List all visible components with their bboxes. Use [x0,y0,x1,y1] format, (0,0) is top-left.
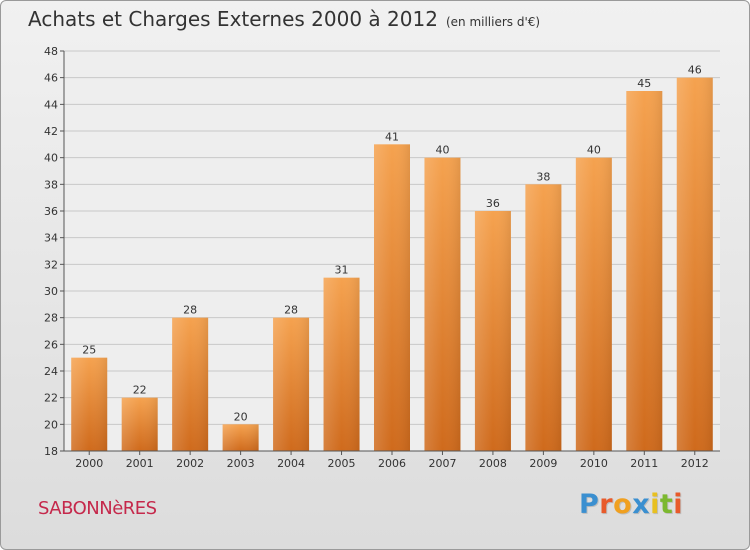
y-tick-label: 20 [44,418,58,431]
proxiti-logo[interactable]: Proxiti [579,489,683,520]
x-tick-label: 2002 [176,457,204,470]
data-label: 28 [284,304,298,317]
y-tick-label: 48 [44,45,58,58]
y-tick-label: 30 [44,285,58,298]
y-tick-label: 36 [44,205,58,218]
bar-shade [71,357,108,451]
logo-letter: o [613,489,633,520]
y-tick-label: 34 [44,232,58,245]
data-label: 22 [133,384,147,397]
x-tick-label: 2001 [126,457,154,470]
bar-shade [121,397,158,451]
logo-letter: i [650,489,660,520]
bar-shade [575,157,612,451]
x-tick-label: 2005 [328,457,356,470]
logo-letter: P [579,489,600,520]
y-tick-label: 46 [44,72,58,85]
data-label: 31 [335,264,349,277]
y-tick-label: 40 [44,152,58,165]
x-tick-label: 2011 [630,457,658,470]
y-tick-label: 28 [44,312,58,325]
x-tick-label: 2007 [428,457,456,470]
chart-title-text: Achats et Charges Externes 2000 à 2012 [28,7,438,31]
x-tick-label: 2000 [75,457,103,470]
logo-letter: t [659,489,674,520]
x-tick-label: 2003 [227,457,255,470]
bar-shade [424,157,461,451]
chart-title: Achats et Charges Externes 2000 à 2012 (e… [28,7,540,31]
y-tick-label: 26 [44,338,58,351]
bar-shade [676,77,713,452]
data-label: 40 [587,144,601,157]
bar-shade [374,144,410,452]
bars: 25 22 28 20 28 31 41 40 36 38 40 45 46 [71,64,713,452]
data-label: 20 [234,410,248,423]
axes: 18 20 22 24 26 28 30 32 34 36 38 40 42 44 46 48 2000 2001… [44,45,720,470]
y-tick-label: 38 [44,178,58,191]
logo-letter: r [599,489,614,520]
data-label: 28 [183,304,197,317]
x-tick-label: 2009 [529,457,557,470]
x-tick-label: 2004 [277,457,305,470]
data-label: 46 [688,64,702,77]
bar-shade [273,317,310,451]
data-label: 36 [486,197,500,210]
x-tick-label: 2006 [378,457,406,470]
x-tick-label: 2008 [479,457,507,470]
bar-shade [172,317,209,451]
chart-subtitle: (en milliers d'€) [445,15,541,29]
data-label: 25 [82,344,96,357]
y-tick-label: 24 [44,365,58,378]
x-tick-label: 2010 [580,457,608,470]
y-tick-label: 22 [44,392,58,405]
data-label: 40 [435,144,449,157]
bar-shade [323,277,360,451]
data-label: 45 [637,77,651,90]
bar-shade [474,211,511,451]
bar-shade [222,424,259,451]
x-tick-label: 2012 [681,457,709,470]
bar-shade [626,91,663,451]
y-tick-label: 44 [44,98,58,111]
data-label: 38 [536,170,550,183]
logo-letter: i [673,489,684,520]
bar-shade [525,184,562,452]
logo-letter: x [632,489,651,520]
y-tick-label: 32 [44,258,58,271]
y-tick-label: 42 [44,125,58,138]
y-tick-label: 18 [44,445,58,458]
data-label: 41 [385,130,399,143]
town-name: SABONNèRES [38,498,157,519]
